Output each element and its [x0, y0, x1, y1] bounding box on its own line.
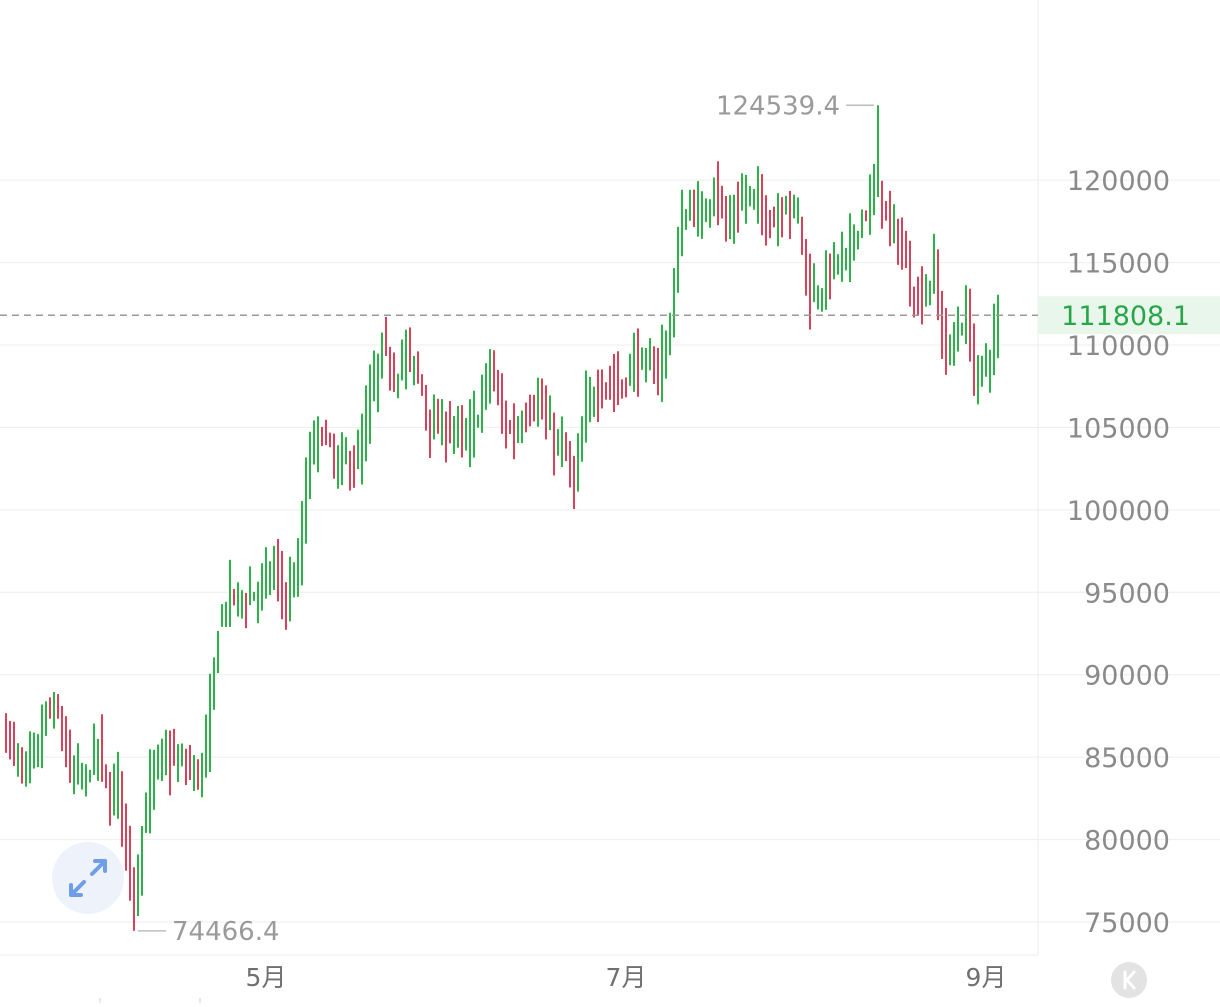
- y-tick-label: 80000: [1084, 826, 1170, 857]
- y-tick-label: 110000: [1067, 331, 1170, 362]
- expand-chart-button[interactable]: [52, 842, 124, 914]
- x-tick-label: 9月: [966, 963, 1007, 992]
- y-axis: 75000 80000 85000 90000 95000 100000 105000 110…: [1067, 166, 1170, 939]
- y-tick-label: 100000: [1067, 496, 1170, 527]
- x-tick-label: 5月: [246, 963, 287, 992]
- y-tick-label: 105000: [1067, 413, 1170, 444]
- y-tick-label: 85000: [1084, 743, 1170, 774]
- extreme-price-labels: 124539.4 74466.4: [138, 91, 874, 947]
- current-price-label: 111808.1: [1061, 301, 1190, 332]
- y-tick-label: 120000: [1067, 166, 1170, 197]
- y-tick-label: 75000: [1084, 908, 1170, 939]
- x-axis: 5月 7月 9月: [246, 963, 1007, 992]
- collapse-chart-button[interactable]: [1111, 962, 1147, 998]
- x-tick-label: 7月: [606, 963, 647, 992]
- y-tick-label: 95000: [1084, 578, 1170, 609]
- current-price-marker: 111808.1: [0, 296, 1220, 335]
- high-price-label: 124539.4: [716, 91, 840, 121]
- expand-arrows-icon: [69, 859, 107, 897]
- collapse-k-icon: [1123, 970, 1136, 990]
- price-bars: [5, 105, 999, 931]
- current-price-badge: [1038, 296, 1220, 335]
- y-tick-label: 90000: [1084, 661, 1170, 692]
- y-tick-label: 115000: [1067, 249, 1170, 280]
- low-price-label: 74466.4: [172, 917, 280, 947]
